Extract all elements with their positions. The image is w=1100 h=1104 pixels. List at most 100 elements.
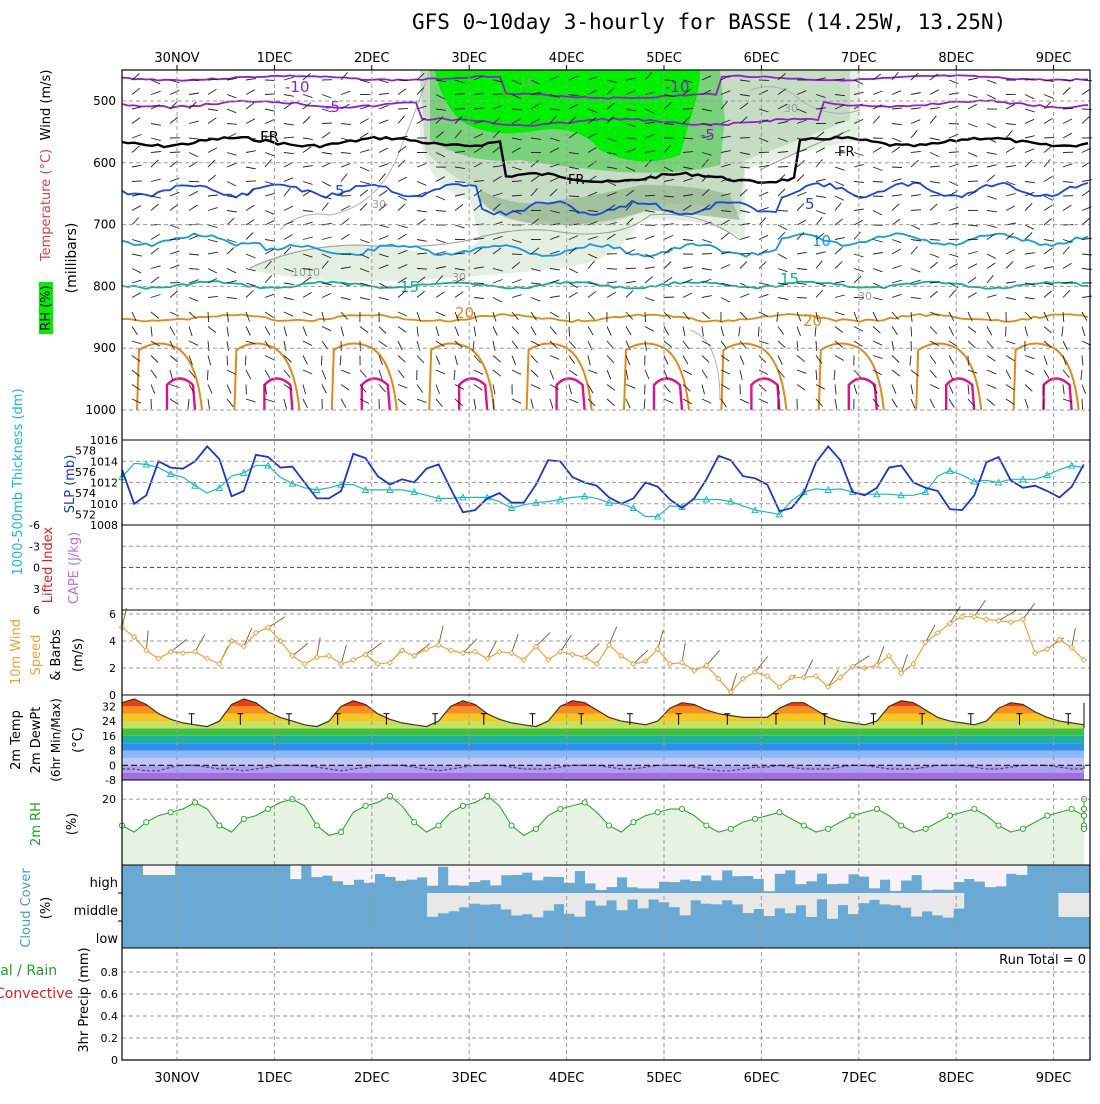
wind-barb bbox=[208, 252, 218, 254]
wind-barb bbox=[531, 370, 538, 377]
wind-barb bbox=[910, 356, 911, 366]
wind-barb bbox=[816, 217, 822, 225]
wind-barb bbox=[322, 293, 331, 297]
wind-barb bbox=[227, 356, 228, 366]
wind-barb bbox=[607, 282, 617, 283]
wind-barb bbox=[1063, 205, 1071, 211]
rh-contour-label: 10 bbox=[306, 266, 320, 279]
boundary-loop bbox=[916, 343, 981, 410]
wind-speed-marker bbox=[448, 648, 453, 653]
wind-barb bbox=[1006, 130, 1013, 138]
contour-label: -5 bbox=[700, 126, 715, 144]
wind-barb bbox=[132, 206, 141, 211]
wind-barb bbox=[455, 327, 459, 336]
temperature-contour bbox=[122, 314, 1088, 322]
wind-barb bbox=[683, 356, 688, 365]
wind-barb bbox=[1025, 265, 1035, 268]
wind-barb bbox=[626, 290, 633, 297]
rh-marker bbox=[899, 823, 904, 828]
heat-loop bbox=[362, 379, 390, 411]
wind-barb bbox=[664, 80, 674, 81]
wind-barb bbox=[569, 283, 578, 288]
wind-barb bbox=[987, 211, 997, 212]
wind-barb bbox=[569, 312, 570, 322]
wind-barb-10m bbox=[512, 634, 518, 653]
wind-speed-marker bbox=[217, 661, 222, 666]
cloud-high-gap bbox=[417, 865, 428, 877]
wind-barb bbox=[835, 356, 844, 361]
wind-barb bbox=[436, 211, 446, 212]
date-label-top: 1DEC bbox=[257, 51, 293, 66]
wind-barb bbox=[531, 283, 541, 284]
cloud-high-gap bbox=[427, 865, 438, 886]
wind-barb bbox=[645, 370, 649, 379]
wind-barb bbox=[778, 327, 784, 335]
cloud-mid-gap bbox=[617, 893, 628, 910]
cloud-mid-gap bbox=[932, 893, 943, 915]
wind-barb bbox=[1082, 385, 1086, 394]
wind-barb bbox=[854, 276, 861, 283]
wind-barb bbox=[1063, 312, 1064, 322]
wind-barb bbox=[436, 196, 445, 200]
wind-barb-10m bbox=[536, 632, 550, 646]
wind-speed-marker bbox=[570, 652, 575, 657]
wind-barb bbox=[493, 356, 501, 363]
cloud-mid-gap bbox=[585, 893, 596, 901]
wind-barb bbox=[436, 370, 445, 374]
wind-barb bbox=[208, 148, 217, 153]
wind-barb bbox=[151, 91, 161, 94]
wind-barb bbox=[569, 269, 578, 274]
wind-barb bbox=[208, 327, 216, 333]
wind-barb bbox=[873, 240, 883, 243]
wind-barb bbox=[227, 124, 237, 125]
wind-barb bbox=[777, 312, 778, 322]
wind-barb bbox=[873, 253, 883, 255]
wind-barb bbox=[987, 153, 997, 155]
rh-marker bbox=[387, 793, 392, 798]
wind-barb bbox=[854, 232, 861, 240]
wind-speed-marker bbox=[972, 614, 977, 619]
wind-speed-marker bbox=[1033, 651, 1038, 656]
wind-barb bbox=[778, 298, 788, 300]
rh-marker bbox=[241, 816, 246, 821]
wind-barb bbox=[664, 327, 669, 336]
wind-barb bbox=[436, 385, 440, 394]
wind-barb bbox=[1063, 370, 1069, 378]
wind-barb bbox=[1063, 247, 1070, 255]
wind-barb bbox=[1063, 88, 1070, 95]
wind-speed-marker bbox=[1008, 620, 1013, 625]
wind-barb bbox=[892, 327, 898, 335]
wind-barb bbox=[284, 327, 287, 337]
wind-barb bbox=[607, 269, 617, 270]
wind-barb bbox=[835, 167, 845, 170]
wind-barb bbox=[759, 218, 766, 225]
wind-barb bbox=[341, 174, 347, 182]
cloud-high-gap bbox=[532, 865, 543, 880]
wind-barb bbox=[512, 341, 518, 349]
wind-barb bbox=[1025, 233, 1032, 240]
wind-barb bbox=[265, 211, 274, 215]
wind-barb bbox=[702, 240, 712, 243]
wind-barb bbox=[550, 296, 560, 298]
wind-barb bbox=[892, 249, 901, 254]
wind-barb bbox=[170, 178, 179, 181]
wind-barb bbox=[322, 182, 331, 187]
wind-barb bbox=[170, 265, 179, 269]
wind-barb bbox=[1082, 327, 1085, 337]
date-label-bottom: 1DEC bbox=[257, 1071, 293, 1086]
wind-barb bbox=[398, 116, 405, 124]
wind-barb bbox=[835, 295, 845, 298]
cloud-high-gap bbox=[722, 865, 733, 870]
wind-barb bbox=[341, 385, 349, 391]
contour-label: 5 bbox=[335, 182, 345, 200]
wind-barb bbox=[246, 291, 253, 298]
wind-barb bbox=[645, 327, 654, 332]
slp-line bbox=[122, 446, 1084, 512]
wind-barb bbox=[721, 327, 724, 337]
cloud-level-label: middle bbox=[74, 904, 118, 919]
wind-barb bbox=[911, 399, 915, 408]
cloud-high-gap bbox=[375, 865, 386, 874]
wind-barb bbox=[816, 179, 826, 181]
wind-barb bbox=[246, 233, 253, 240]
